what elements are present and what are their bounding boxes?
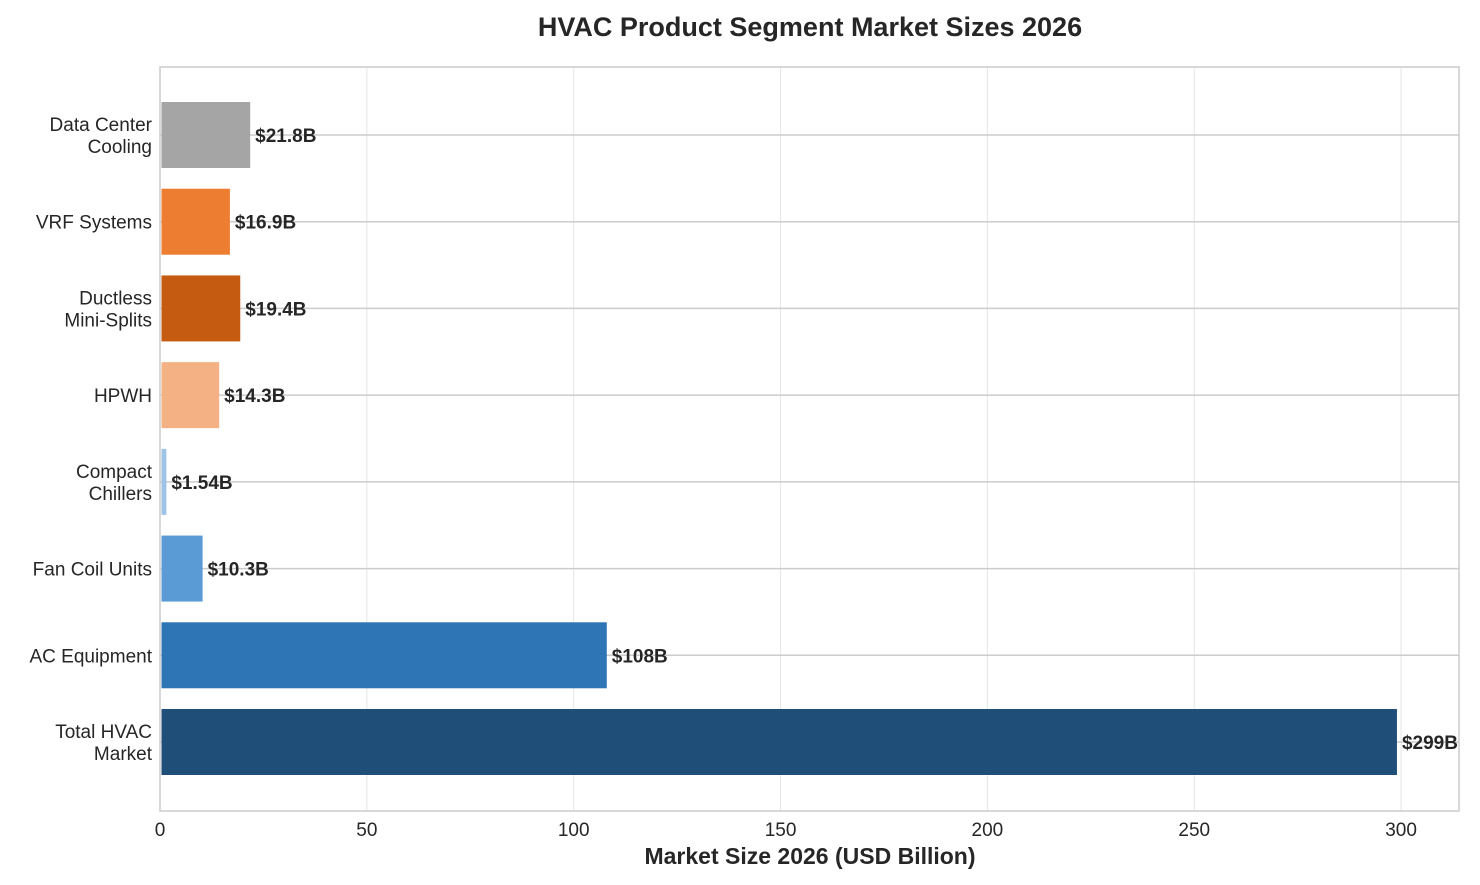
bar [161,709,1397,775]
bar-value-label: $1.54B [171,473,232,494]
bar-value-label: $19.4B [245,299,306,320]
bar [161,275,241,342]
x-tick-label: 200 [972,820,1004,841]
bars [161,102,1397,775]
y-category-label: Ductless Mini-Splits [64,288,152,331]
x-tick-label: 0 [155,820,166,841]
x-tick-label: 250 [1178,820,1210,841]
y-category-label: Total HVAC Market [55,722,153,765]
x-tick-label: 100 [558,820,590,841]
bar-value-label: $21.8B [255,126,316,147]
bar [161,622,607,689]
bar-value-label: $10.3B [208,560,269,581]
bar [161,188,230,255]
grid [159,67,1459,811]
bar-value-label: $16.9B [235,213,296,234]
y-category-label: VRF Systems [36,213,152,234]
y-category-label: HPWH [94,386,152,407]
bar-value-label: $299B [1402,733,1458,754]
x-tick-label: 50 [356,820,377,841]
bar [161,535,203,602]
y-category-label: Data Center Cooling [50,115,153,158]
x-axis-label: Market Size 2026 (USD Billion) [644,843,975,869]
x-tick-label: 300 [1385,820,1417,841]
plot-frame [159,66,1460,812]
y-axis-categories: Total HVAC Market AC Equipment Fan Coil Uni… [29,115,152,765]
bar [161,102,251,168]
y-category-label: Fan Coil Units [33,560,152,581]
bar [161,448,167,515]
data-labels: $299B $108B $10.3B $1.54B $14.3B $19.4B $16.9B… [171,126,1458,754]
x-tick-label: 150 [765,820,797,841]
y-category-label: Compact Chillers [76,462,153,505]
chart-title: HVAC Product Segment Market Sizes 2026 [538,12,1082,42]
bar-value-label: $108B [612,646,668,667]
bar [161,362,220,429]
y-category-label: AC Equipment [29,646,152,667]
bar-value-label: $14.3B [224,386,285,407]
x-axis-ticks: 0 50 100 150 200 250 300 [155,820,1417,841]
